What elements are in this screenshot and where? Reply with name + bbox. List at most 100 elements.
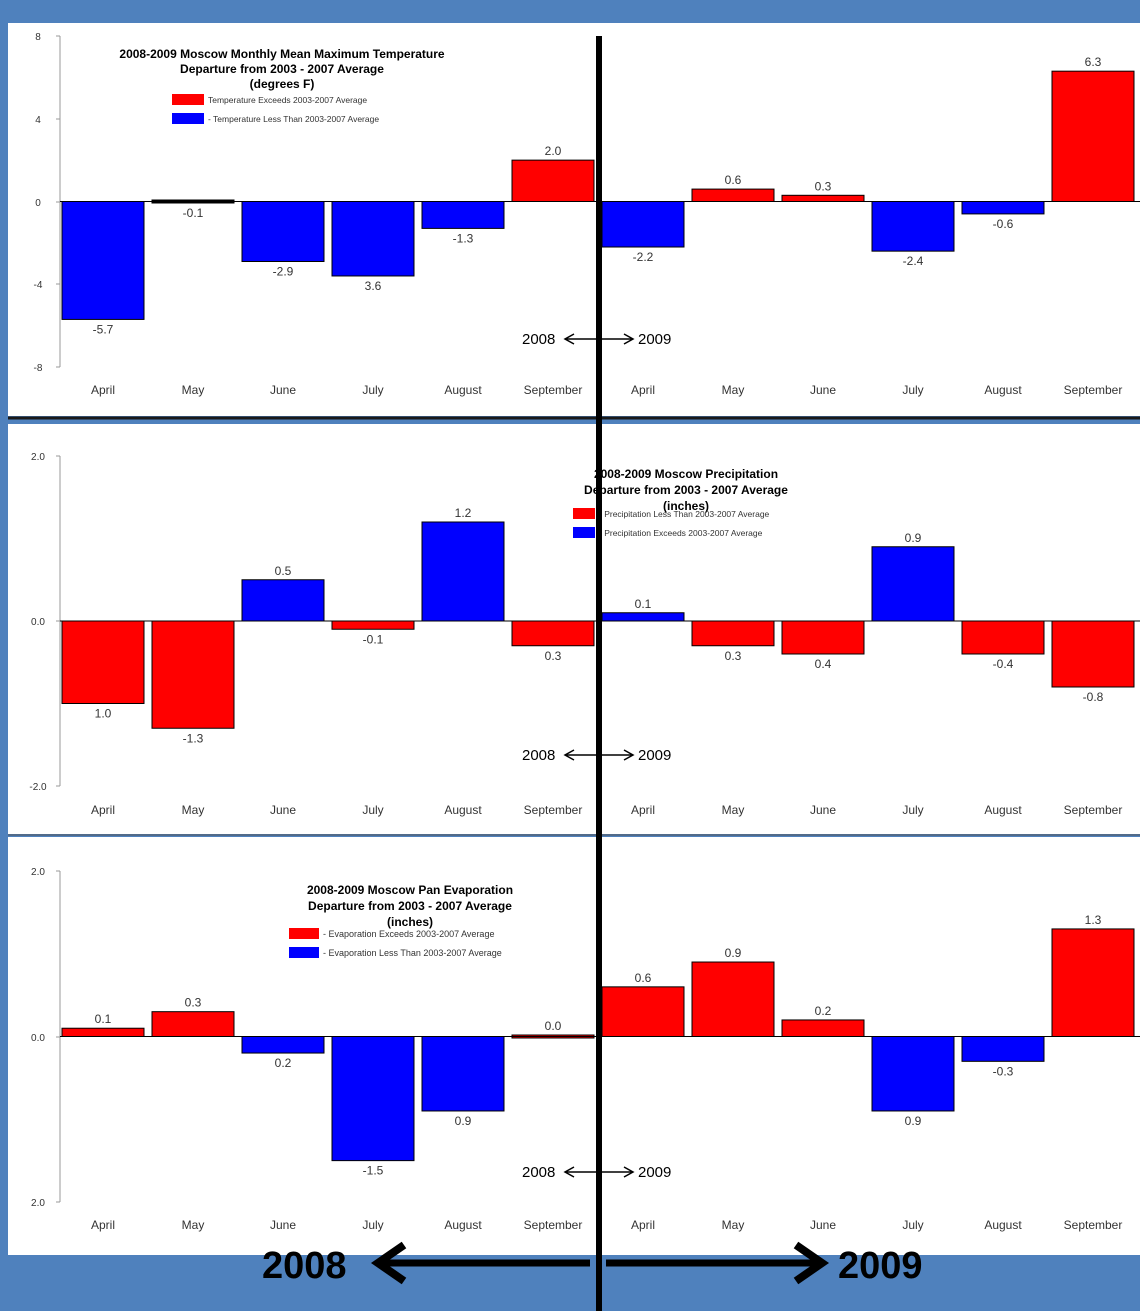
temp-title-line: Departure from 2003 - 2007 Average <box>180 62 384 76</box>
precip-value-label: 0.5 <box>275 564 292 578</box>
evap-category-label: April <box>631 1218 655 1232</box>
temp-category-label: June <box>270 383 296 397</box>
precip-title-line: Departure from 2003 - 2007 Average <box>584 483 788 497</box>
evap-y-tick-label: 2.0 <box>31 867 45 878</box>
evap-bar <box>961 1036 1045 1062</box>
evap-bar <box>871 1036 955 1112</box>
evap-value-label: 0.2 <box>275 1056 292 1070</box>
evap-bar <box>331 1036 415 1162</box>
precip-bar <box>241 579 325 622</box>
temp-category-label: August <box>444 383 482 397</box>
temp-category-label: April <box>91 383 115 397</box>
temp-category-label: July <box>362 383 383 397</box>
evap-bar <box>241 1036 325 1054</box>
precip-value-label: -0.8 <box>1083 690 1104 704</box>
evap-year-left: 2008 <box>522 1164 555 1181</box>
precip-value-label: -1.3 <box>183 731 204 745</box>
precip-legend-swatch <box>573 527 595 538</box>
temp-legend-label: - Temperature Less Than 2003-2007 Averag… <box>208 114 379 124</box>
temp-value-label: 3.6 <box>365 279 382 293</box>
temp-category-label: June <box>810 383 836 397</box>
evap-category-label: May <box>722 1218 745 1232</box>
temp-year-arrow-right-icon <box>623 333 635 345</box>
temp-value-label: -2.9 <box>273 264 294 278</box>
big-arrow-right-icon <box>606 1241 830 1285</box>
precip-y-tick-label: 0.0 <box>31 617 45 628</box>
precip-category-label: September <box>524 803 583 817</box>
temp-value-label: -1.3 <box>453 231 474 245</box>
evap-value-label: 1.3 <box>1085 913 1102 927</box>
evap-value-label: -0.3 <box>993 1064 1014 1078</box>
evap-year-right: 2009 <box>638 1164 671 1181</box>
precip-bar <box>511 620 595 647</box>
evap-category-label: September <box>524 1218 583 1232</box>
big-arrow-left-icon <box>370 1241 590 1285</box>
precip-category-label: April <box>91 803 115 817</box>
temperature-panel <box>8 23 1140 416</box>
temp-category-label: May <box>182 383 205 397</box>
evap-value-label: 0.3 <box>185 996 202 1010</box>
temp-title-line: 2008-2009 Moscow Monthly Mean Maximum Te… <box>119 47 445 61</box>
temp-value-label: 0.3 <box>815 179 832 193</box>
temp-title-line: (degrees F) <box>250 77 315 91</box>
precip-bar <box>871 546 955 622</box>
charts-layer: 8 4 0 -4 -8 -5.7 -0.1 -2.9 3.6 -1.3 2.0 -2.2 0.6 0.3 -… <box>29 32 1140 1232</box>
temp-value-label: -5.7 <box>93 322 114 336</box>
evap-year-arrow-left-icon <box>563 1166 575 1178</box>
evap-title-line: (inches) <box>387 915 433 929</box>
precip-bar <box>421 521 505 622</box>
evap-bar <box>151 1011 235 1037</box>
precip-category-label: September <box>1064 803 1123 817</box>
temp-legend-swatch <box>172 94 204 105</box>
temp-bar <box>601 201 685 248</box>
temp-legend-label: Temperature Exceeds 2003-2007 Average <box>208 95 367 105</box>
evap-category-label: September <box>1064 1218 1123 1232</box>
temp-value-label: -0.6 <box>993 217 1014 231</box>
evap-value-label: 0.6 <box>635 971 652 985</box>
evap-legend-swatch <box>289 928 319 939</box>
precip-value-label: 0.3 <box>725 649 742 663</box>
evap-title-line: 2008-2009 Moscow Pan Evaporation <box>307 883 513 897</box>
evap-category-label: May <box>182 1218 205 1232</box>
precip-bar <box>781 620 865 655</box>
temp-bar <box>511 159 595 202</box>
precip-category-label: June <box>810 803 836 817</box>
precip-category-label: May <box>722 803 745 817</box>
evap-bar <box>691 961 775 1038</box>
temp-bar <box>691 188 775 202</box>
precip-year-arrow-right-icon <box>623 749 635 761</box>
temp-category-label: September <box>1064 383 1123 397</box>
temp-legend-swatch <box>172 113 204 124</box>
temp-value-label: -2.2 <box>633 250 654 264</box>
evap-value-label: 0.2 <box>815 1004 832 1018</box>
evap-bar <box>601 986 685 1037</box>
precip-bar <box>691 620 775 647</box>
precip-bar <box>601 612 685 622</box>
precip-title-line: 2008-2009 Moscow Precipitation <box>594 467 778 481</box>
temp-bar <box>421 201 505 229</box>
precip-legend-label: - Precipitation Less Than 2003-2007 Aver… <box>599 509 770 519</box>
precip-value-label: 1.2 <box>455 506 472 520</box>
evap-category-label: June <box>810 1218 836 1232</box>
evap-title-line: Departure from 2003 - 2007 Average <box>308 899 512 913</box>
big-year-right: 2009 <box>838 1245 923 1287</box>
evap-category-label: June <box>270 1218 296 1232</box>
precip-category-label: May <box>182 803 205 817</box>
evap-category-label: August <box>444 1218 482 1232</box>
temp-category-label: September <box>524 383 583 397</box>
evap-y-tick-label: 0.0 <box>31 1033 45 1044</box>
precip-category-label: April <box>631 803 655 817</box>
temp-value-label: 0.6 <box>725 173 742 187</box>
evap-bar <box>1051 928 1135 1037</box>
evap-bar <box>61 1027 145 1037</box>
precip-value-label: 0.3 <box>545 649 562 663</box>
temp-value-label: -0.1 <box>183 206 204 220</box>
precip-bar <box>331 620 415 630</box>
precip-legend-label: - Precipitation Exceeds 2003-2007 Averag… <box>599 528 763 538</box>
temp-value-label: -2.4 <box>903 254 924 268</box>
evap-bar <box>421 1036 505 1112</box>
temp-year-left: 2008 <box>522 331 555 348</box>
evap-legend-swatch <box>289 947 319 958</box>
precip-bar <box>61 620 145 704</box>
